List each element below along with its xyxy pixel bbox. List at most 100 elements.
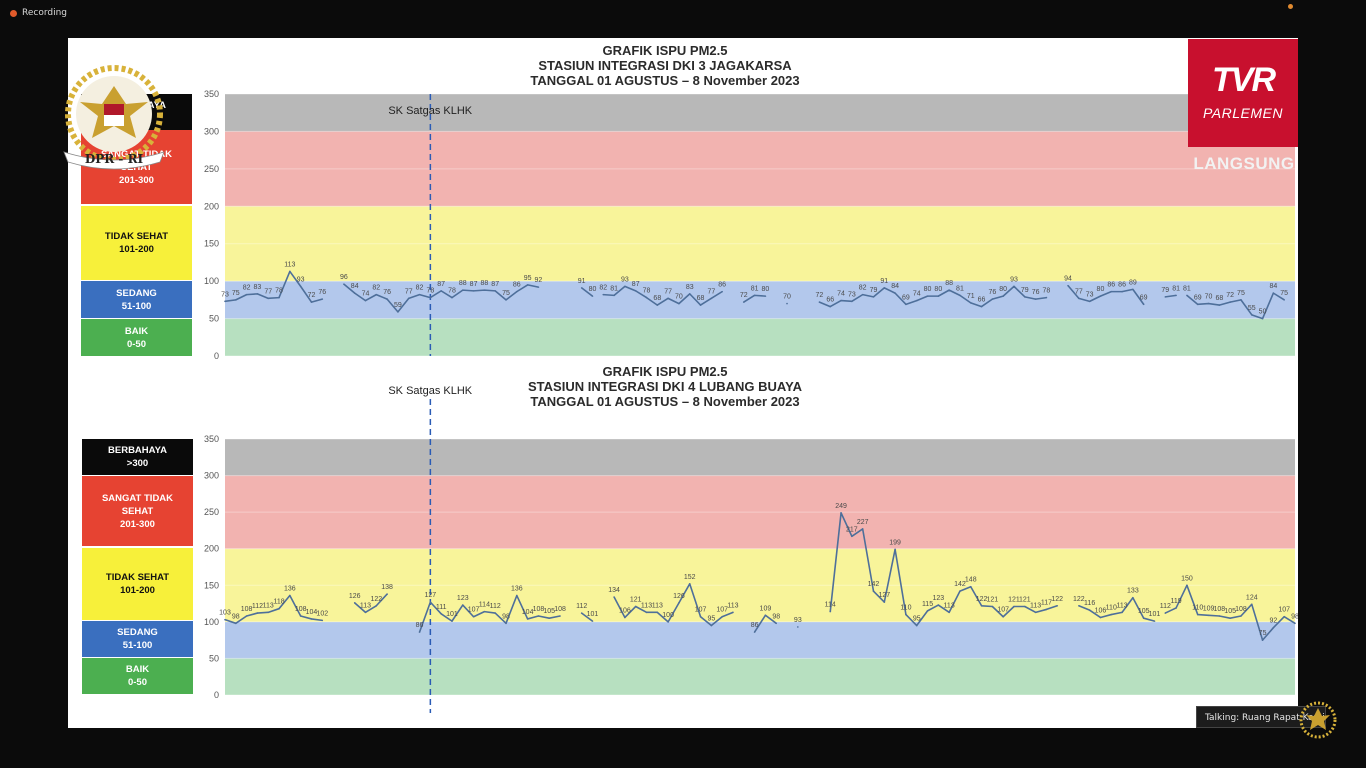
data-label: 95 [913, 616, 921, 623]
y-tick-label: 200 [204, 544, 219, 554]
data-label: 81 [956, 285, 964, 292]
data-label: 66 [978, 297, 986, 304]
data-label: 107 [468, 607, 480, 614]
data-label: 103 [219, 610, 231, 617]
chart-title-line: STASIUN INTEGRASI DKI 3 JAGAKARSA [538, 58, 792, 73]
sk-satgas-label: SK Satgas KLHK [388, 105, 472, 117]
data-point [397, 311, 399, 313]
data-point [245, 615, 248, 617]
legend-tidak-sehat: TIDAK SEHAT 101-200 [82, 548, 193, 620]
data-label: 127 [878, 592, 890, 599]
y-tick-label: 300 [204, 471, 219, 481]
data-label: 76 [1032, 289, 1040, 296]
data-point [1002, 295, 1004, 297]
data-point [1045, 608, 1048, 611]
data-label: 74 [362, 291, 370, 298]
data-label: 68 [653, 295, 661, 302]
data-point [1164, 612, 1167, 614]
data-point [959, 590, 961, 592]
chart-title-line: GRAFIK ISPU PM2.5 [602, 364, 728, 379]
data-label: 122 [1051, 596, 1063, 603]
data-label: 112 [252, 603, 263, 610]
data-label: 70 [1205, 294, 1213, 301]
data-label: 94 [1064, 276, 1072, 283]
y-tick-label: 150 [204, 580, 219, 590]
y-tick-label: 200 [204, 201, 219, 211]
data-label: 98 [502, 613, 510, 620]
data-point [1218, 615, 1221, 617]
data-label: 68 [697, 295, 705, 302]
data-label: 71 [967, 293, 975, 300]
y-tick-label: 100 [204, 276, 219, 286]
data-label: 76 [988, 289, 996, 296]
data-point [559, 615, 561, 617]
data-point [548, 617, 551, 619]
data-label: 55 [1248, 305, 1256, 312]
data-label: 72 [1226, 292, 1234, 299]
data-point [299, 285, 302, 288]
band-band_green [225, 318, 1295, 356]
data-point [1250, 314, 1253, 316]
data-point [742, 301, 745, 303]
data-point [1250, 603, 1253, 606]
data-label: 227 [857, 519, 869, 526]
data-label: 59 [394, 302, 402, 309]
data-label: 81 [610, 285, 618, 292]
data-point [1034, 298, 1037, 300]
data-point [1132, 288, 1134, 291]
data-label: 77 [405, 288, 413, 295]
series-line-segment [829, 512, 1058, 627]
legend-sedang: SEDANG 51-100 [82, 621, 193, 657]
data-point [1088, 300, 1091, 303]
y-tick-label: 50 [209, 314, 219, 324]
data-label: 84 [1269, 283, 1277, 290]
data-point [472, 615, 475, 618]
data-label: 107 [1278, 607, 1290, 614]
data-label: 80 [589, 286, 597, 293]
data-point [613, 596, 615, 598]
data-label: 80 [762, 286, 770, 293]
data-label: 75 [1237, 290, 1245, 297]
data-point [602, 293, 605, 296]
data-point [915, 624, 918, 627]
data-point [937, 295, 940, 297]
data-label: 77 [664, 288, 672, 295]
data-point [537, 286, 540, 288]
data-point [1261, 317, 1264, 320]
data-label: 121 [987, 596, 999, 603]
data-label: 100 [662, 612, 674, 619]
data-point [1196, 613, 1199, 616]
data-point [256, 293, 259, 295]
recording-indicator[interactable]: Recording [10, 8, 67, 18]
data-label: 142 [868, 581, 880, 588]
data-point [472, 290, 475, 292]
data-label: 112 [490, 603, 501, 610]
data-point [461, 289, 464, 291]
data-point [948, 289, 950, 291]
garuda-emblem-icon: DPR - RI [63, 65, 165, 170]
data-point [245, 293, 248, 296]
data-label: 121 [1019, 596, 1031, 603]
data-point [591, 295, 594, 297]
data-point [440, 613, 442, 615]
series-line-segment [613, 583, 734, 627]
data-point [991, 298, 994, 300]
data-label: 121 [630, 596, 642, 603]
data-label: 69 [902, 294, 910, 301]
data-point [1023, 605, 1026, 608]
data-point [494, 612, 497, 614]
data-label: 113 [263, 602, 274, 609]
data-point [310, 618, 313, 620]
data-label: 81 [751, 285, 759, 292]
y-tick-label: 0 [214, 351, 219, 360]
data-label: 72 [308, 292, 316, 299]
band-band_blue [225, 281, 1295, 319]
legend-baik: BAIK 0-50 [81, 319, 192, 356]
data-point [1099, 616, 1102, 619]
data-label: 113 [652, 602, 663, 609]
data-label: 113 [727, 602, 738, 609]
series-line-segment [1186, 292, 1285, 320]
data-point [321, 619, 324, 622]
